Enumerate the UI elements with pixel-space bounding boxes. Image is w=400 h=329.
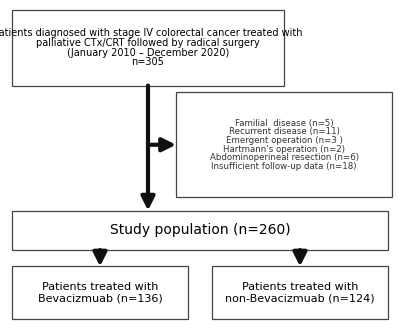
Text: non-Bevacizmuab (n=124): non-Bevacizmuab (n=124) xyxy=(225,293,375,303)
Text: Bevacizmuab (n=136): Bevacizmuab (n=136) xyxy=(38,293,162,303)
Bar xyxy=(12,10,284,86)
Bar xyxy=(176,92,392,197)
Text: Patients treated with: Patients treated with xyxy=(242,282,358,292)
Text: Abdominoperineal resection (n=6): Abdominoperineal resection (n=6) xyxy=(210,153,358,162)
Text: (January 2010 – December 2020): (January 2010 – December 2020) xyxy=(67,47,229,58)
Bar xyxy=(212,266,388,319)
Text: Patients treated with: Patients treated with xyxy=(42,282,158,292)
Text: Emergent operation (n=3 ): Emergent operation (n=3 ) xyxy=(226,136,342,145)
Bar xyxy=(12,266,188,319)
Text: Patients diagnosed with stage IV colorectal cancer treated with: Patients diagnosed with stage IV colorec… xyxy=(0,28,303,38)
Text: Study population (n=260): Study population (n=260) xyxy=(110,223,290,237)
Text: palliative CTx/CRT followed by radical surgery: palliative CTx/CRT followed by radical s… xyxy=(36,38,260,48)
Text: Hartmann's operation (n=2): Hartmann's operation (n=2) xyxy=(223,144,345,154)
Bar xyxy=(12,211,388,250)
Text: Familial  disease (n=5): Familial disease (n=5) xyxy=(235,119,333,128)
Text: Insufficient follow-up data (n=18): Insufficient follow-up data (n=18) xyxy=(211,162,357,171)
Text: Recurrent disease (n=11): Recurrent disease (n=11) xyxy=(228,127,340,137)
Text: n=305: n=305 xyxy=(132,57,164,67)
